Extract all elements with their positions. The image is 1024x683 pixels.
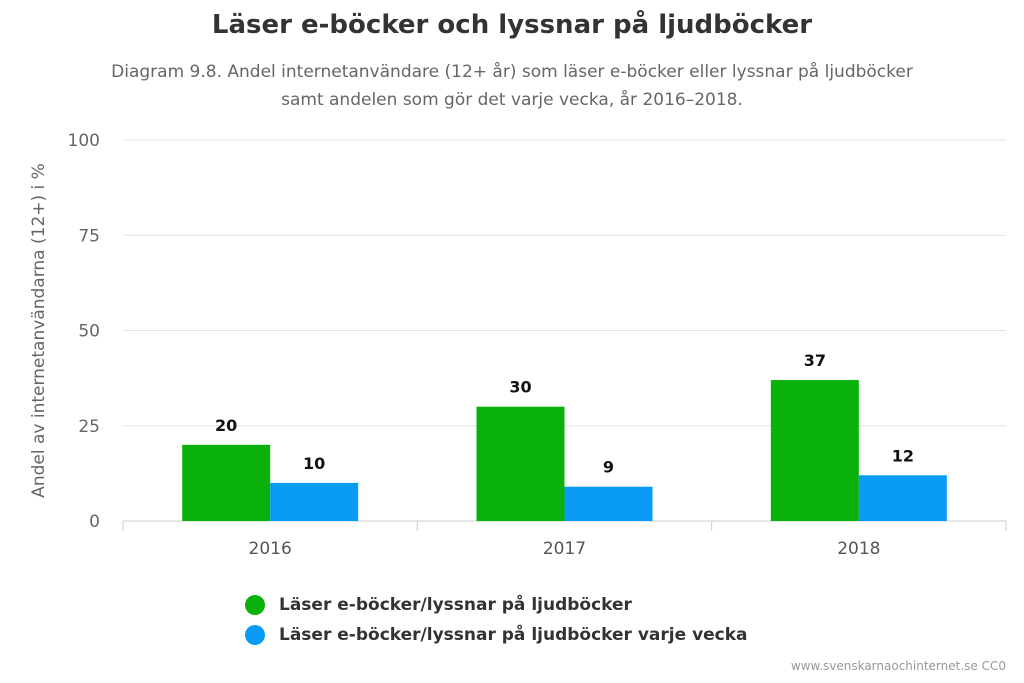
y-tick-label: 0 <box>89 512 100 532</box>
bar <box>564 486 653 521</box>
legend: Läser e-böcker/lyssnar på ljudböcker Läs… <box>245 590 748 650</box>
chart-title: Läser e-böcker och lyssnar på ljudböcker <box>211 10 813 40</box>
bar <box>858 475 947 521</box>
data-label: 30 <box>509 378 531 397</box>
subtitle-line-1: Diagram 9.8. Andel internetanvändare (12… <box>111 62 913 82</box>
legend-label: Läser e-böcker/lyssnar på ljudböcker var… <box>279 625 748 645</box>
y-tick-label: 100 <box>68 131 100 151</box>
data-label: 20 <box>215 416 237 435</box>
legend-item-total[interactable]: Läser e-böcker/lyssnar på ljudböcker <box>245 590 748 620</box>
legend-label: Läser e-böcker/lyssnar på ljudböcker <box>279 595 632 615</box>
legend-item-weekly[interactable]: Läser e-böcker/lyssnar på ljudböcker var… <box>245 620 748 650</box>
data-label: 9 <box>603 458 614 477</box>
chart-subtitle: Diagram 9.8. Andel internetanvändare (12… <box>62 58 962 114</box>
subtitle-line-2: samt andelen som gör det varje vecka, år… <box>281 90 743 110</box>
bar <box>476 406 565 521</box>
y-axis-title: Andel av internetanvändarna (12+) i % <box>29 163 49 498</box>
y-tick-label: 25 <box>78 417 100 437</box>
data-label: 10 <box>303 454 325 473</box>
x-tick-label: 2018 <box>837 539 880 559</box>
y-tick-label: 75 <box>78 226 100 246</box>
bar <box>770 380 859 521</box>
legend-marker-blue <box>245 625 265 645</box>
bar <box>182 444 271 521</box>
source-credit[interactable]: www.svenskarnaochinternet.se CC0 <box>790 659 1006 673</box>
y-tick-label: 50 <box>78 322 100 342</box>
x-tick-label: 2016 <box>249 539 292 559</box>
legend-marker-green <box>245 595 265 615</box>
data-label: 12 <box>892 446 914 465</box>
bar <box>270 482 359 521</box>
data-label: 37 <box>804 351 826 370</box>
x-tick-label: 2017 <box>543 539 586 559</box>
